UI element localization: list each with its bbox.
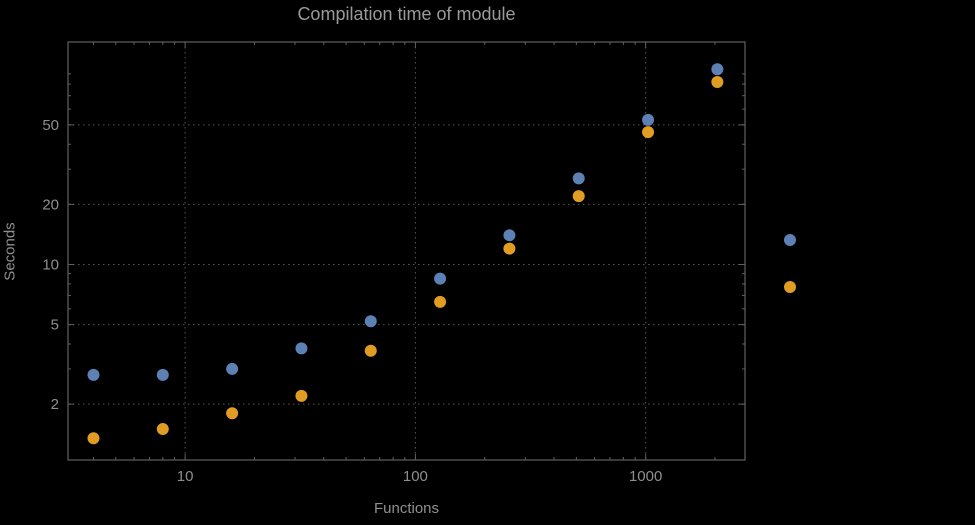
data-point-series-2 [503, 242, 516, 255]
y-tick-label: 10 [42, 256, 59, 273]
data-point-series-2 [87, 432, 100, 445]
x-tick-label: 10 [177, 468, 194, 485]
data-point-series-1 [295, 342, 308, 355]
data-point-series-2 [711, 75, 724, 88]
y-tick-label: 2 [51, 396, 59, 413]
data-point-series-2 [226, 407, 239, 420]
y-axis-label: Seconds [1, 222, 19, 281]
y-tick-label: 5 [51, 317, 59, 334]
data-point-series-2 [572, 190, 585, 203]
x-tick-label: 100 [403, 468, 428, 485]
data-point-series-2 [642, 126, 655, 139]
legend-marker-2 [784, 281, 796, 293]
data-point-series-2 [156, 423, 169, 436]
data-point-series-2 [295, 389, 308, 402]
data-point-series-1 [156, 368, 169, 381]
y-tick-label: 20 [42, 196, 59, 213]
x-tick-label: 1000 [629, 468, 662, 485]
data-point-series-1 [642, 113, 655, 126]
x-axis-label: Functions [373, 500, 440, 517]
data-point-series-1 [364, 315, 377, 328]
data-point-series-1 [711, 63, 724, 76]
data-point-series-1 [503, 229, 516, 242]
data-point-series-1 [572, 172, 585, 185]
data-point-series-1 [87, 368, 100, 381]
plot-frame [67, 41, 746, 461]
y-tick-label: 50 [42, 117, 59, 134]
data-point-series-1 [226, 362, 239, 375]
legend-marker-1 [784, 234, 796, 246]
data-point-series-1 [434, 272, 447, 285]
data-point-series-2 [364, 344, 377, 357]
chart-title: Compilation time of module [297, 4, 516, 24]
data-point-series-2 [434, 295, 447, 308]
